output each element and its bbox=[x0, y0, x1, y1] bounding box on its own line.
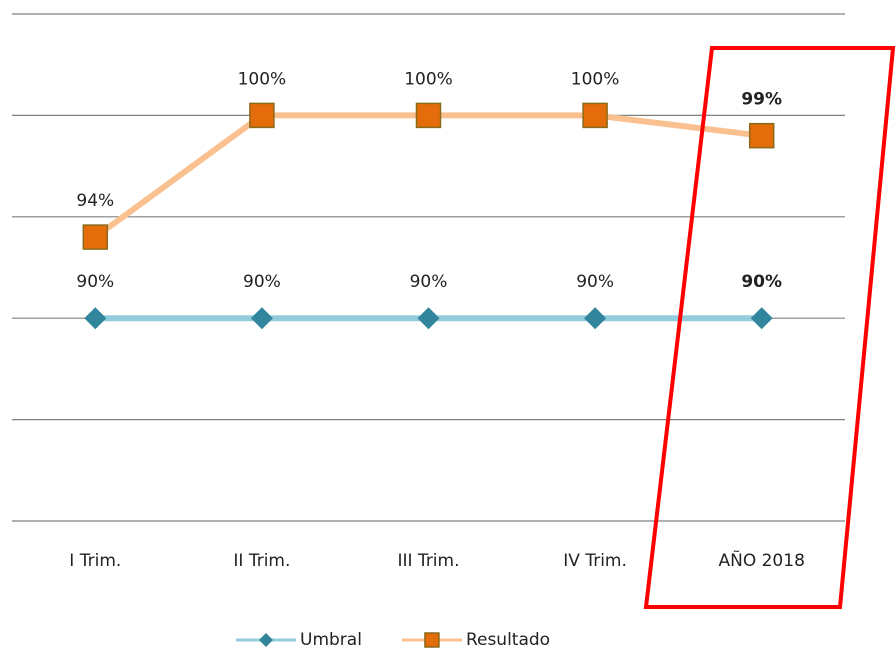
marker bbox=[584, 307, 607, 330]
data-label: 90% bbox=[741, 272, 782, 292]
marker bbox=[582, 102, 608, 129]
marker bbox=[415, 102, 442, 129]
marker bbox=[750, 307, 773, 330]
marker bbox=[250, 307, 273, 330]
x-tick-label: II Trim. bbox=[233, 551, 290, 571]
x-tick-label: I Trim. bbox=[69, 551, 121, 571]
marker bbox=[249, 102, 275, 129]
data-label: 90% bbox=[410, 272, 448, 292]
data-label: 90% bbox=[576, 272, 614, 292]
marker bbox=[82, 224, 109, 250]
data-label: 100% bbox=[238, 69, 287, 89]
marker bbox=[259, 633, 273, 647]
x-tick-label: III Trim. bbox=[397, 551, 459, 571]
marker bbox=[417, 307, 440, 330]
data-label: 90% bbox=[243, 272, 281, 292]
data-label: 100% bbox=[404, 69, 453, 89]
data-label: 100% bbox=[571, 69, 620, 89]
data-label: 90% bbox=[76, 272, 114, 292]
x-tick-label: AÑO 2018 bbox=[718, 549, 804, 571]
marker bbox=[748, 122, 775, 149]
legend-label: Resultado bbox=[466, 630, 550, 650]
marker bbox=[84, 307, 107, 330]
data-label: 99% bbox=[741, 90, 782, 110]
highlight-box bbox=[643, 46, 896, 609]
legend-label: Umbral bbox=[300, 630, 362, 650]
series-line bbox=[93, 112, 763, 240]
marker bbox=[424, 632, 440, 648]
data-label: 94% bbox=[76, 191, 114, 211]
x-tick-label: IV Trim. bbox=[563, 551, 627, 571]
